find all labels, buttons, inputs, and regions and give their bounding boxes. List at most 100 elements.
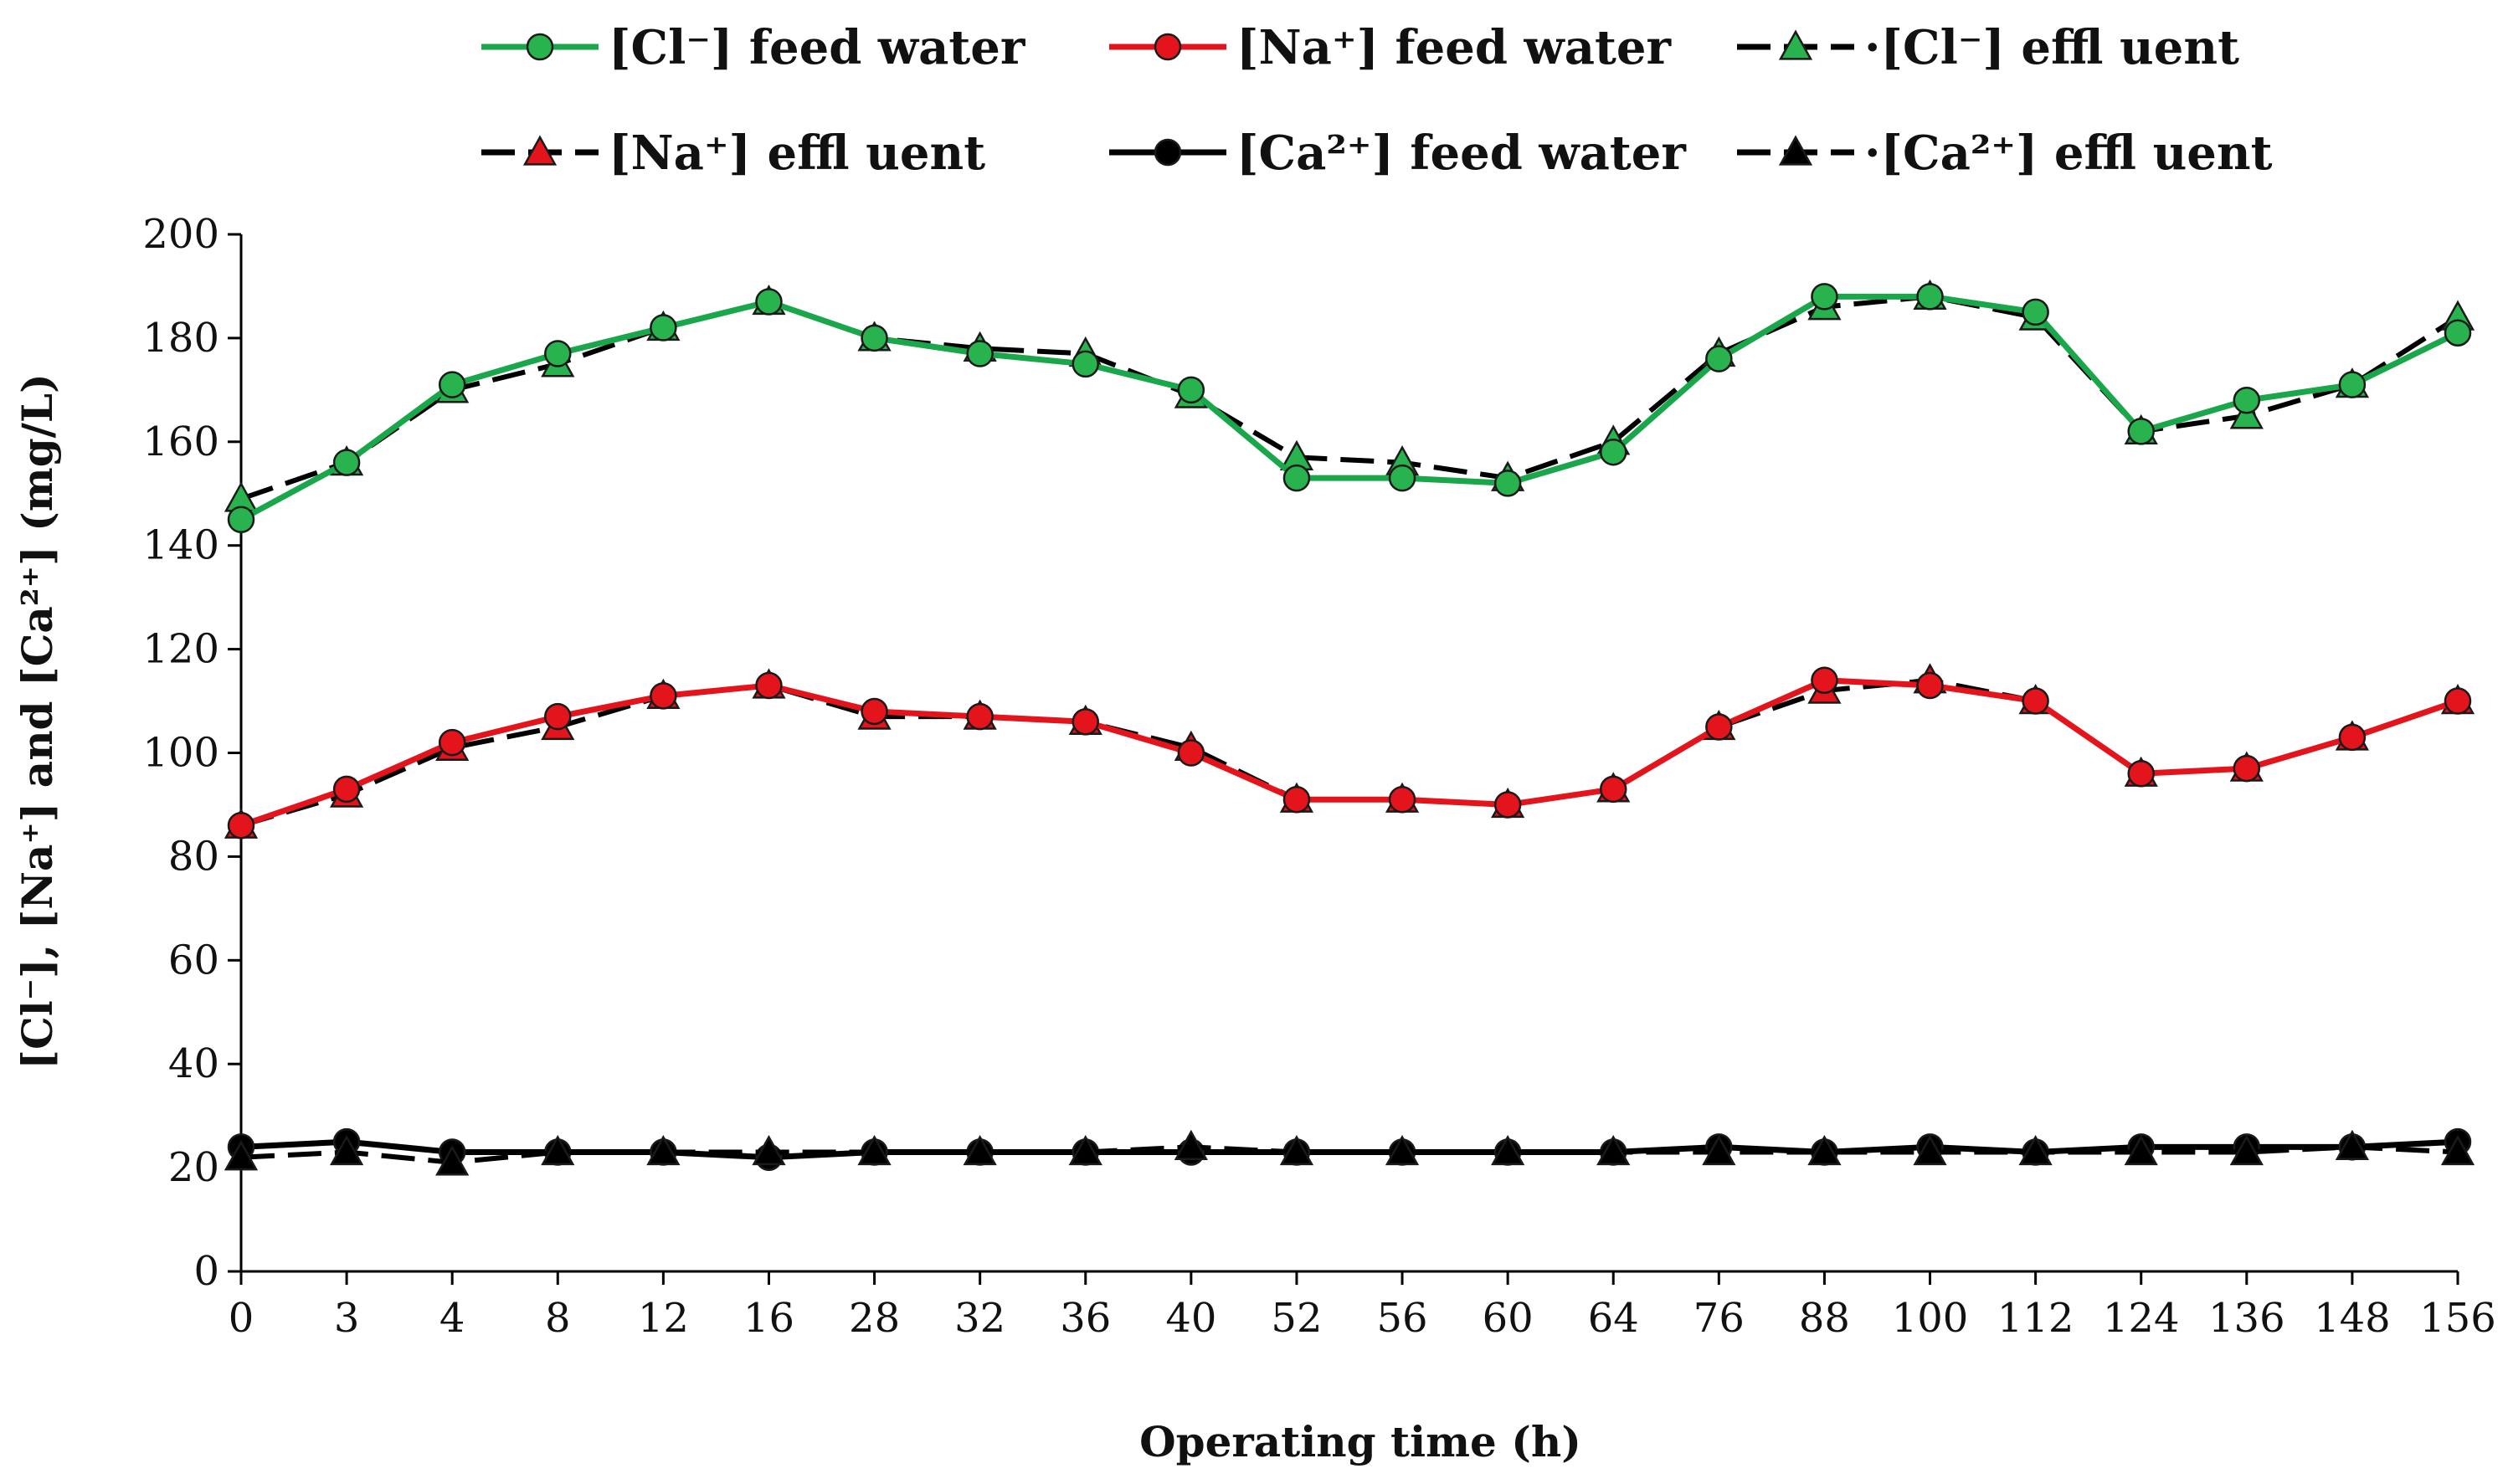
x-tick-label: 156 <box>2419 1295 2496 1342</box>
legend-swatch-marker <box>526 33 554 61</box>
series-line <box>240 677 2459 829</box>
legend-item: [Na⁺] effl uent <box>481 126 985 181</box>
y-tick-label: 180 <box>142 315 219 362</box>
legend-swatch-marker <box>1154 33 1182 61</box>
x-tick-label: 12 <box>638 1295 689 1342</box>
data-point <box>435 1145 470 1176</box>
x-tick-label: 76 <box>1693 1295 1745 1342</box>
data-point <box>2127 418 2155 445</box>
x-tick-label: 88 <box>1799 1295 1850 1342</box>
data-point <box>2444 687 2472 715</box>
data-point <box>966 340 994 367</box>
data-point <box>1807 1134 1842 1166</box>
x-tick-label: 136 <box>2208 1295 2285 1342</box>
x-tick-label: 40 <box>1165 1295 1216 1342</box>
data-point <box>2018 1134 2053 1166</box>
x-tick-label: 124 <box>2103 1295 2180 1342</box>
data-point <box>2338 723 2367 752</box>
legend-item: [Ca²⁺] feed water <box>1109 126 1687 181</box>
data-point <box>2127 760 2155 788</box>
data-point <box>1916 283 1944 311</box>
y-tick-label: 140 <box>142 522 219 569</box>
data-point <box>966 702 994 731</box>
y-tick-label: 120 <box>142 626 219 673</box>
data-point <box>224 1140 259 1171</box>
series-line <box>239 677 2459 829</box>
data-point <box>438 371 466 398</box>
data-point <box>646 1134 681 1166</box>
series-1 <box>227 666 2472 840</box>
data-point <box>2229 398 2264 429</box>
data-point <box>332 775 361 804</box>
data-point <box>2233 754 2261 783</box>
data-point <box>1282 464 1311 492</box>
data-point <box>1491 1134 1525 1166</box>
x-tick-label: 64 <box>1588 1295 1639 1342</box>
data-point <box>1705 345 1733 372</box>
legend-item: ·[Cl⁻] effl uent <box>1737 20 2239 75</box>
data-point <box>1279 1134 1314 1166</box>
legend-swatch-marker <box>1154 138 1182 167</box>
legend-swatch-marker <box>522 135 558 166</box>
data-point <box>2229 1134 2264 1166</box>
data-point <box>2440 1134 2475 1166</box>
y-tick-label: 40 <box>168 1040 219 1087</box>
data-point <box>1599 775 1627 804</box>
legend-item: [Na⁺] feed water <box>1109 20 1673 75</box>
series-line <box>240 1138 2459 1161</box>
data-point <box>1493 470 1522 497</box>
data-point <box>438 728 466 757</box>
data-point <box>1596 1134 1631 1166</box>
data-point <box>2022 687 2049 715</box>
x-tick-label: 16 <box>743 1295 794 1342</box>
data-point <box>1174 1129 1208 1160</box>
data-point <box>1811 666 1838 695</box>
y-tick-label: 160 <box>142 418 219 465</box>
x-tick-label: 32 <box>954 1295 1005 1342</box>
data-point <box>1385 1134 1420 1166</box>
legend-label: [Na⁺] feed water <box>1236 20 1673 75</box>
data-point <box>544 702 572 731</box>
y-tick-label: 100 <box>142 730 219 777</box>
y-tick-label: 20 <box>168 1144 219 1191</box>
data-point <box>1072 350 1100 378</box>
x-tick-label: 0 <box>229 1295 254 1342</box>
series-5 <box>224 1129 2475 1176</box>
data-point <box>755 288 783 316</box>
series-line <box>239 293 2459 522</box>
series-layer <box>224 279 2475 1176</box>
x-tick-label: 100 <box>1892 1295 1969 1342</box>
data-point <box>227 506 255 533</box>
data-point <box>1068 1134 1102 1166</box>
data-point <box>2022 298 2049 326</box>
x-tick-label: 56 <box>1377 1295 1428 1342</box>
data-point <box>227 811 255 840</box>
series-0 <box>227 283 2472 533</box>
data-point <box>755 671 783 700</box>
data-point <box>650 682 677 710</box>
data-point <box>1388 786 1416 814</box>
y-tick-label: 0 <box>193 1248 219 1295</box>
data-point <box>1388 464 1416 492</box>
data-point <box>2338 371 2367 398</box>
data-point <box>2335 1129 2370 1160</box>
data-point <box>650 314 677 341</box>
x-tick-label: 52 <box>1271 1295 1322 1342</box>
legend: [Cl⁻] feed water [Na⁺] feed water ·[Cl⁻] e… <box>481 20 2273 181</box>
data-point <box>541 1134 575 1166</box>
legend-swatch-marker <box>1778 135 1813 166</box>
x-tick-label: 112 <box>1997 1295 2074 1342</box>
data-point <box>1702 1134 1736 1166</box>
series-line <box>240 294 2459 501</box>
x-tick-label: 60 <box>1483 1295 1534 1342</box>
data-point <box>2124 1134 2158 1166</box>
data-point <box>857 1134 892 1166</box>
series-3 <box>224 663 2475 839</box>
legend-label: [Ca²⁺] feed water <box>1236 126 1687 181</box>
x-tick-label: 3 <box>334 1295 360 1342</box>
legend-item: [Cl⁻] feed water <box>481 20 1026 75</box>
y-tick-label: 60 <box>168 937 219 983</box>
x-tick-label: 148 <box>2314 1295 2391 1342</box>
x-axis-title: Operating time (h) <box>1139 1417 1581 1466</box>
data-point <box>1072 708 1100 736</box>
